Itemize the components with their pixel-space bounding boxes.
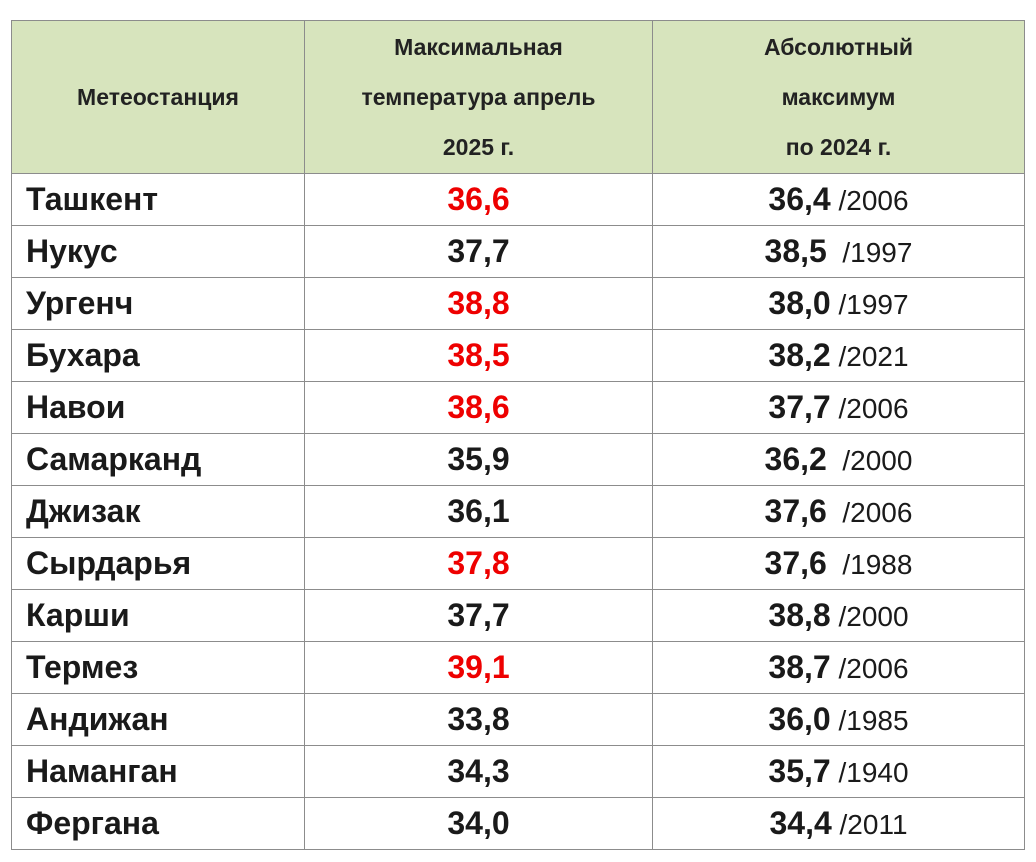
abs-max-cell: 38,2 /2021 <box>652 329 1025 382</box>
abs-max-value: 38,0 <box>768 285 831 321</box>
temperature-table: Метеостанция Максимальная температура ап… <box>11 20 1025 850</box>
max-temp-value: 33,8 <box>304 693 653 746</box>
abs-max-cell: 37,6 /1988 <box>652 537 1025 590</box>
abs-max-value: 34,4 <box>769 805 832 841</box>
abs-max-cell: 37,6 /2006 <box>652 485 1025 538</box>
station-name: Джизак <box>11 485 305 538</box>
station-name: Ташкент <box>11 173 305 226</box>
abs-max-cell: 38,8 /2000 <box>652 589 1025 642</box>
abs-max-value: 37,6 <box>764 493 827 529</box>
abs-max-year: /1985 <box>830 705 909 736</box>
table-row: Андижан 33,8 36,0 /1985 <box>11 693 1025 746</box>
station-name: Навои <box>11 381 305 434</box>
table-row: Бухара 38,5 38,2 /2021 <box>11 329 1025 382</box>
table-body: Ташкент 36,6 36,4 /2006 Нукус 37,7 38,5 /1997… <box>11 173 1025 850</box>
table-row: Ургенч 38,8 38,0 /1997 <box>11 277 1025 330</box>
table-row: Сырдарья 37,8 37,6 /1988 <box>11 537 1025 590</box>
table-row: Фергана 34,0 34,4 /2011 <box>11 797 1025 850</box>
max-temp-record-value: 38,8 <box>304 277 653 330</box>
header-station-label: Метеостанция <box>77 84 239 110</box>
header-max-temp-line-1: Максимальная <box>394 34 563 60</box>
header-abs-max-line-2: максимум <box>781 84 896 110</box>
abs-max-cell: 36,2 /2000 <box>652 433 1025 486</box>
abs-max-cell: 38,0 /1997 <box>652 277 1025 330</box>
max-temp-value: 37,7 <box>304 589 653 642</box>
max-temp-value: 34,0 <box>304 797 653 850</box>
station-name: Андижан <box>11 693 305 746</box>
header-abs-max: Абсолютный максимум по 2024 г. <box>652 20 1025 174</box>
abs-max-value: 37,7 <box>768 389 831 425</box>
max-temp-value: 36,1 <box>304 485 653 538</box>
abs-max-cell: 36,4 /2006 <box>652 173 1025 226</box>
abs-max-cell: 36,0 /1985 <box>652 693 1025 746</box>
station-name: Ургенч <box>11 277 305 330</box>
abs-max-value: 38,8 <box>768 597 831 633</box>
table-row: Карши 37,7 38,8 /2000 <box>11 589 1025 642</box>
abs-max-value: 36,4 <box>768 181 831 217</box>
max-temp-record-value: 36,6 <box>304 173 653 226</box>
max-temp-record-value: 39,1 <box>304 641 653 694</box>
max-temp-record-value: 38,6 <box>304 381 653 434</box>
max-temp-record-value: 38,5 <box>304 329 653 382</box>
station-name: Бухара <box>11 329 305 382</box>
header-abs-max-line-1: Абсолютный <box>763 34 914 60</box>
table-row: Ташкент 36,6 36,4 /2006 <box>11 173 1025 226</box>
station-name: Сырдарья <box>11 537 305 590</box>
station-name: Термез <box>11 641 305 694</box>
abs-max-value: 35,7 <box>768 753 831 789</box>
abs-max-value: 38,2 <box>768 337 831 373</box>
abs-max-year: /2006 <box>830 653 909 684</box>
max-temp-value: 34,3 <box>304 745 653 798</box>
abs-max-year: /1940 <box>830 757 909 788</box>
header-row: Метеостанция Максимальная температура ап… <box>11 20 1025 174</box>
table-row: Нукус 37,7 38,5 /1997 <box>11 225 1025 278</box>
abs-max-cell: 35,7 /1940 <box>652 745 1025 798</box>
station-name: Самарканд <box>11 433 305 486</box>
header-max-temp-line-3: 2025 г. <box>442 134 515 160</box>
abs-max-cell: 38,5 /1997 <box>652 225 1025 278</box>
table-row: Джизак 36,1 37,6 /2006 <box>11 485 1025 538</box>
station-name: Наманган <box>11 745 305 798</box>
abs-max-year: /2006 <box>830 185 909 216</box>
abs-max-cell: 38,7 /2006 <box>652 641 1025 694</box>
header-abs-max-line-3: по 2024 г. <box>785 134 892 160</box>
table-row: Навои 38,6 37,7 /2006 <box>11 381 1025 434</box>
abs-max-year: /2011 <box>831 809 908 840</box>
max-temp-record-value: 37,8 <box>304 537 653 590</box>
table-row: Термез 39,1 38,7 /2006 <box>11 641 1025 694</box>
header-max-temp-line-2: температура апрель <box>361 84 596 110</box>
abs-max-year: /2006 <box>826 497 913 528</box>
abs-max-value: 36,0 <box>768 701 831 737</box>
abs-max-value: 38,5 <box>764 233 827 269</box>
max-temp-value: 35,9 <box>304 433 653 486</box>
abs-max-value: 36,2 <box>764 441 827 477</box>
station-name: Нукус <box>11 225 305 278</box>
abs-max-year: /1997 <box>830 289 909 320</box>
station-name: Карши <box>11 589 305 642</box>
table-row: Наманган 34,3 35,7 /1940 <box>11 745 1025 798</box>
abs-max-year: /2000 <box>830 601 909 632</box>
table-row: Самарканд 35,9 36,2 /2000 <box>11 433 1025 486</box>
header-max-temp: Максимальная температура апрель 2025 г. <box>304 20 653 174</box>
abs-max-year: /1988 <box>826 549 913 580</box>
abs-max-cell: 37,7 /2006 <box>652 381 1025 434</box>
station-name: Фергана <box>11 797 305 850</box>
abs-max-value: 38,7 <box>768 649 831 685</box>
abs-max-year: /2006 <box>830 393 909 424</box>
abs-max-year: /2000 <box>826 445 913 476</box>
abs-max-cell: 34,4 /2011 <box>652 797 1025 850</box>
abs-max-value: 37,6 <box>764 545 827 581</box>
header-station: Метеостанция <box>11 20 305 174</box>
max-temp-value: 37,7 <box>304 225 653 278</box>
abs-max-year: /2021 <box>830 341 909 372</box>
abs-max-year: /1997 <box>826 237 913 268</box>
